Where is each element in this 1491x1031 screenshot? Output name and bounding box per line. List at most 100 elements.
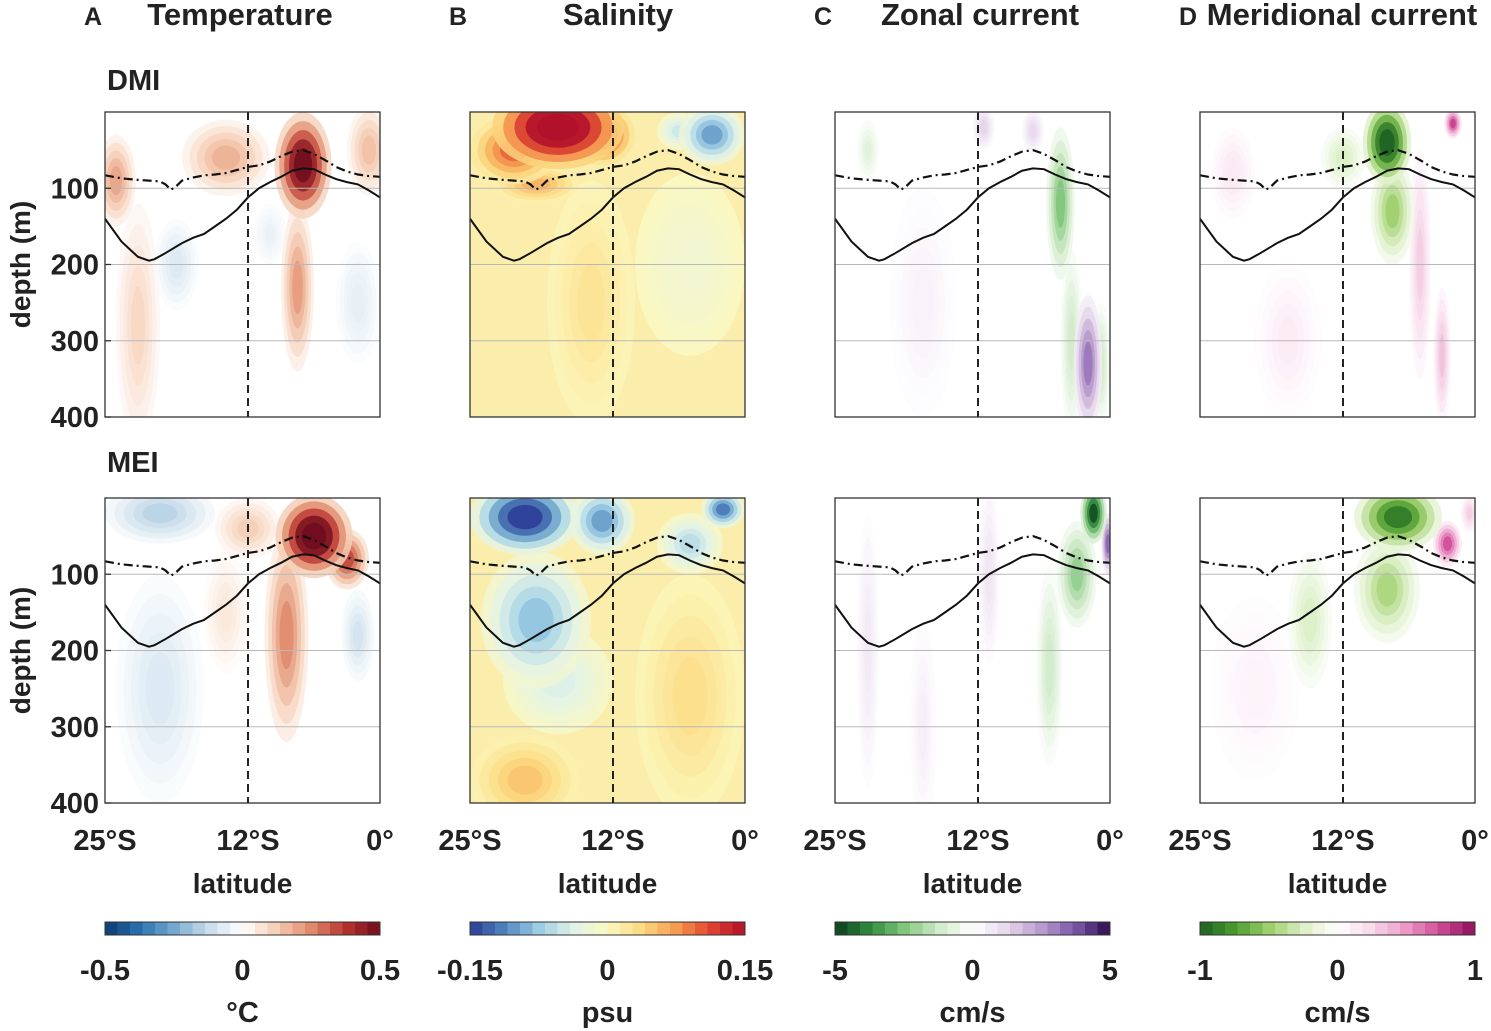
colorbar-swatch <box>720 922 733 935</box>
anomaly-contour <box>293 148 313 183</box>
panel-MEI-salinity <box>470 498 745 803</box>
colorbar-swatch <box>267 922 281 935</box>
x-tick-label: 0° <box>731 825 759 857</box>
colorbar-unit: °C <box>226 997 259 1029</box>
colorbar-swatch <box>367 922 381 935</box>
colorbar-frame <box>104 921 381 936</box>
colorbar-swatch <box>1387 922 1401 935</box>
anomaly-contour <box>864 140 872 160</box>
colorbar-swatch <box>167 922 181 935</box>
colorbar-tick-label: -0.15 <box>437 955 503 987</box>
colorbar-swatch <box>732 922 746 935</box>
colorbar-swatch <box>117 922 131 935</box>
x-axis-label: latitude <box>193 868 293 899</box>
colorbar-swatch <box>280 922 293 935</box>
colorbar-tick-label: 0.5 <box>360 955 400 987</box>
colorbar-unit: cm/s <box>1304 997 1370 1029</box>
colorbar-swatch <box>142 922 156 935</box>
anomaly-contour <box>1089 503 1098 524</box>
colorbar-swatch <box>355 922 368 935</box>
y-tick-label: 200 <box>51 636 99 668</box>
anomaly-contour <box>1105 533 1110 554</box>
x-tick-label: 25°S <box>803 825 866 857</box>
anomaly-contour <box>1045 634 1054 698</box>
colorbar-swatch <box>1250 922 1263 935</box>
colorbar-tick-label: 0 <box>234 955 250 987</box>
anomaly-contour <box>1385 194 1400 229</box>
panel-MEI-meridional-current <box>1200 498 1475 803</box>
dashdot-contour <box>835 534 1110 578</box>
colorbar-frame <box>469 921 746 936</box>
y-axis-label: depth (m) <box>5 201 36 329</box>
anomaly-contour <box>1083 341 1093 386</box>
colorbar-swatch <box>1225 922 1238 935</box>
colorbar-swatch <box>520 922 533 935</box>
colorbar-swatch <box>835 922 848 935</box>
colorbar-swatch <box>1362 922 1376 935</box>
colorbar-frame <box>1199 921 1476 936</box>
x-tick-label: 25°S <box>1168 825 1231 857</box>
colorbar-tick-label: -0.5 <box>80 955 130 987</box>
colorbar-swatch <box>1047 922 1061 935</box>
dashdot-contour <box>470 148 745 192</box>
colorbar-tick-label: -1 <box>1187 955 1213 987</box>
anomaly-contour <box>361 135 377 165</box>
colorbar-swatch <box>1262 922 1276 935</box>
colorbar-swatch <box>242 922 256 935</box>
colorbar-swatch <box>707 922 721 935</box>
column-title: Zonal current <box>881 0 1079 32</box>
colorbar-tick-label: 5 <box>1102 955 1118 987</box>
panel-frame <box>834 111 1111 418</box>
colorbar-swatch <box>1010 922 1023 935</box>
x-tick-label: 25°S <box>73 825 136 857</box>
colorbar-swatch <box>155 922 168 935</box>
colorbar-swatch <box>1237 922 1251 935</box>
colorbar-swatch <box>582 922 596 935</box>
y-tick-label: 400 <box>51 788 99 820</box>
anomaly-contour <box>109 165 123 196</box>
x-tick-label: 12°S <box>216 825 279 857</box>
colorbar-swatch <box>217 922 231 935</box>
anomaly-contour <box>292 260 303 315</box>
column-title: Salinity <box>563 0 674 32</box>
colorbar-swatch <box>1200 922 1213 935</box>
y-tick-label: 400 <box>51 402 99 434</box>
dashdot-contour <box>1200 148 1475 192</box>
anomaly-contour <box>715 503 731 516</box>
colorbar-swatch <box>317 922 331 935</box>
colorbar-swatch <box>985 922 998 935</box>
anomaly-contour <box>1055 179 1066 228</box>
anomaly-contour <box>142 503 178 524</box>
y-tick-label: 100 <box>51 173 99 205</box>
colorbar-swatch <box>960 922 973 935</box>
colorbar-swatch <box>1300 922 1313 935</box>
colorbar-swatch <box>1212 922 1226 935</box>
anomaly-contour <box>979 119 988 135</box>
colorbar-swatch <box>1035 922 1048 935</box>
y-tick-label: 200 <box>51 250 99 282</box>
panel-frame <box>834 497 1111 804</box>
anomaly-contour <box>1376 572 1398 607</box>
colorbar-swatch <box>997 922 1011 935</box>
colorbar-swatch <box>1462 922 1476 935</box>
row-label: MEI <box>107 447 159 479</box>
anomaly-contour <box>507 765 543 795</box>
colorbar-swatch <box>972 922 986 935</box>
anomaly-contour <box>1466 507 1473 520</box>
anomaly-contour <box>1450 118 1456 129</box>
anomaly-contour <box>591 509 613 532</box>
panel-frame <box>469 497 746 804</box>
colorbar-swatch <box>607 922 621 935</box>
colorbar-swatch <box>670 922 683 935</box>
panel-letter: C <box>814 3 832 31</box>
colorbar-swatch <box>1350 922 1363 935</box>
column-title: Temperature <box>147 0 333 32</box>
colorbar-swatch <box>105 922 118 935</box>
y-tick-label: 300 <box>51 326 99 358</box>
colorbar-unit: psu <box>582 997 634 1029</box>
colorbar-swatch <box>1060 922 1073 935</box>
colorbar-swatch <box>1450 922 1463 935</box>
colorbar-swatch <box>860 922 873 935</box>
panel-frame <box>1199 497 1476 804</box>
anomaly-contour <box>1029 123 1037 139</box>
